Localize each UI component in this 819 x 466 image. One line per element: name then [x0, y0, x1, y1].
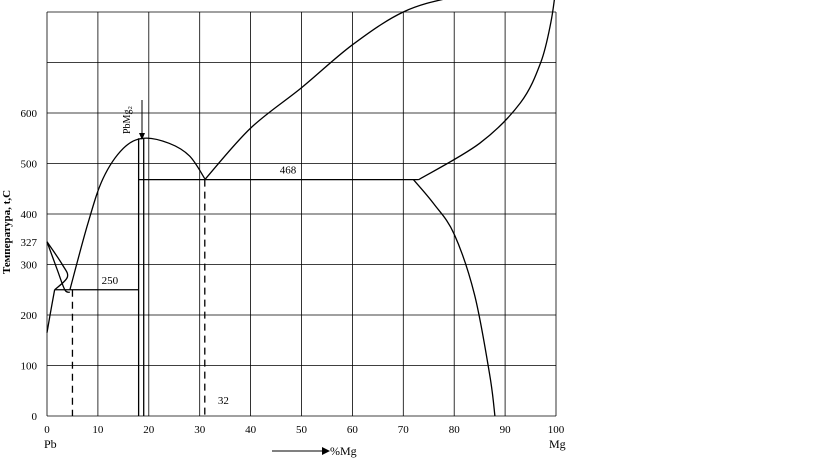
x-tick-label: 30 — [194, 424, 206, 436]
x-end-label-left: Pb — [44, 437, 57, 451]
x-axis-arrow-head — [322, 447, 330, 455]
y-tick-label: 600 — [21, 108, 38, 120]
value-annotation: 468 — [280, 165, 297, 177]
x-tick-label: 80 — [449, 424, 461, 436]
x-tick-label: 0 — [44, 424, 50, 436]
y-tick-label: 0 — [32, 411, 38, 423]
x-end-label-right: Mg — [549, 437, 566, 451]
x-tick-label: 40 — [245, 424, 257, 436]
x-axis-title: %Mg — [330, 444, 357, 458]
x-tick-label: 60 — [347, 424, 359, 436]
y-axis-title: Температура, t,C — [1, 190, 13, 274]
x-tick-label: 70 — [398, 424, 410, 436]
x-tick-label: 20 — [143, 424, 155, 436]
annotations: 32785025046832 — [21, 165, 297, 407]
x-tick-label: 100 — [548, 424, 565, 436]
phase-boundary-line — [418, 0, 555, 181]
y-tick-label: 200 — [21, 310, 38, 322]
phase-curves — [46, 0, 555, 417]
value-annotation: 32 — [218, 395, 229, 407]
y-tick-label: 300 — [21, 260, 38, 272]
y-tick-label: 400 — [21, 209, 38, 221]
x-tick-label: 10 — [92, 424, 104, 436]
phase-boundary-line — [69, 137, 206, 290]
phase-boundary-line — [46, 241, 71, 293]
x-tick-label: 50 — [296, 424, 308, 436]
phase-boundary-line — [46, 289, 56, 333]
x-tick-label: 90 — [500, 424, 512, 436]
y-tick-label: 100 — [21, 361, 38, 373]
compound-label: PbMg₂ — [122, 106, 133, 134]
phase-boundary-line — [412, 179, 496, 417]
axis-ticks: 0 10 20 30 40 50 60 70 80 90 100 0 100 200 300 400 500 60… — [21, 108, 565, 436]
phase-boundary-line — [204, 0, 444, 181]
phase-boundary-line — [46, 241, 69, 291]
y-tick-label: 500 — [21, 159, 38, 171]
compound-arrow-head — [139, 133, 145, 140]
grid — [46, 11, 557, 417]
value-annotation: 327 — [21, 237, 38, 249]
value-annotation: 250 — [102, 275, 119, 287]
